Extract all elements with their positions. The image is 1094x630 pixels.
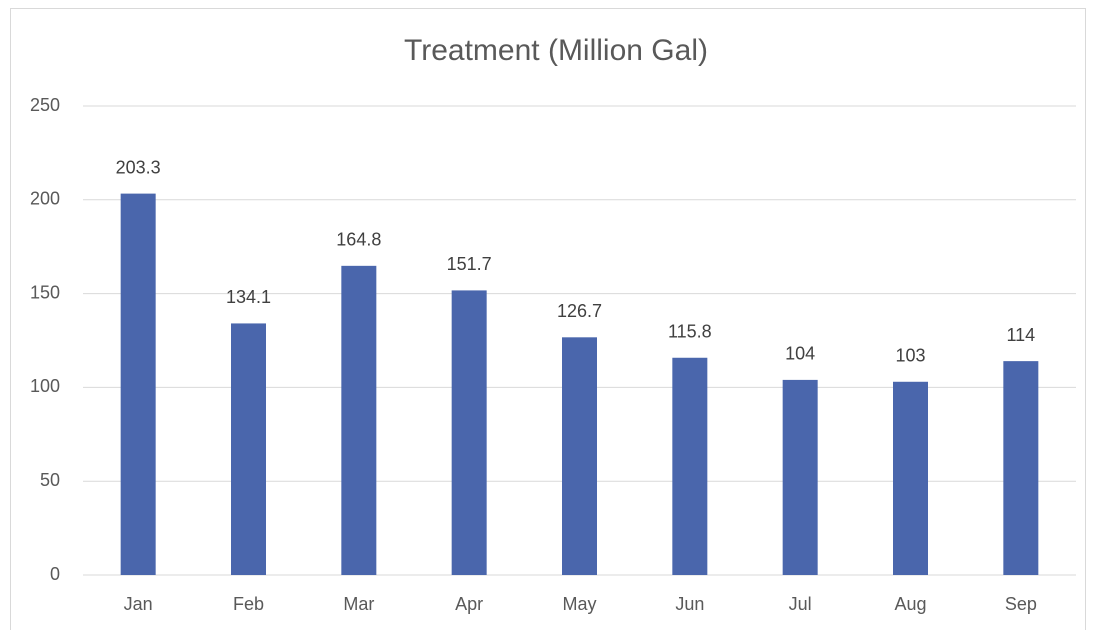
x-tick-label: Aug — [894, 594, 926, 614]
y-tick-label: 0 — [50, 564, 60, 584]
x-tick-label: Mar — [343, 594, 374, 614]
data-label: 151.7 — [447, 254, 492, 274]
chart-title: Treatment (Million Gal) — [404, 34, 708, 67]
bar — [562, 337, 597, 575]
x-tick-label: Apr — [455, 594, 483, 614]
y-tick-label: 200 — [30, 189, 60, 209]
x-tick-label: May — [562, 594, 596, 614]
x-tick-label: Jun — [675, 594, 704, 614]
data-label: 103 — [895, 346, 925, 366]
data-label: 104 — [785, 344, 815, 364]
y-tick-label: 50 — [40, 470, 60, 490]
bar — [341, 265, 377, 575]
bar — [1003, 361, 1039, 575]
y-tick-label: 100 — [30, 376, 60, 396]
data-label: 203.3 — [116, 157, 161, 177]
data-label: 114 — [1006, 325, 1035, 345]
x-tick-label: Feb — [233, 594, 264, 614]
data-label: 115.8 — [668, 322, 712, 342]
bar — [672, 357, 708, 575]
data-label: 164.8 — [336, 230, 381, 250]
x-tick-label: Jan — [124, 594, 153, 614]
bar — [451, 290, 487, 575]
data-label: 134.1 — [226, 287, 271, 307]
bar — [231, 323, 266, 575]
bar — [893, 381, 928, 575]
x-tick-label: Jul — [789, 594, 812, 614]
y-tick-label: 150 — [30, 282, 60, 302]
bar — [120, 193, 156, 576]
data-label: 126.7 — [557, 301, 602, 321]
x-tick-label: Sep — [1005, 594, 1037, 614]
bar — [782, 379, 818, 575]
y-tick-label: 250 — [30, 95, 60, 115]
